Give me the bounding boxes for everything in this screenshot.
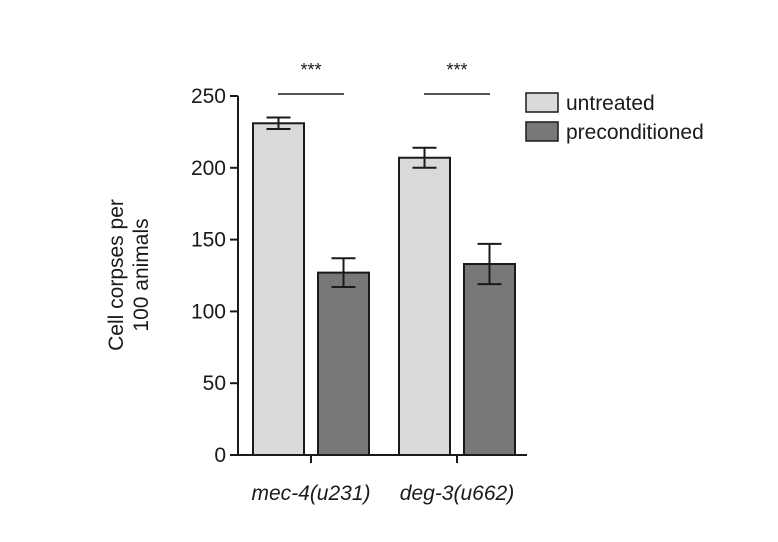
y-axis-label-line-2: 100 animals	[130, 218, 153, 331]
bar	[463, 263, 516, 456]
legend-label: preconditioned	[566, 121, 704, 144]
y-tick-label: 100	[191, 300, 226, 323]
y-axis-label-line-1: Cell corpses per	[105, 199, 128, 351]
legend-swatch	[525, 92, 559, 113]
y-tick-label: 200	[191, 157, 226, 180]
bar	[398, 156, 451, 457]
significance-label: ***	[300, 60, 321, 80]
bar	[317, 271, 370, 456]
x-category-label: mec-4(u231)	[251, 482, 370, 505]
bar	[252, 122, 305, 456]
x-category-label: deg-3(u662)	[400, 482, 514, 505]
y-tick-label: 250	[191, 85, 226, 108]
y-tick-label: 150	[191, 229, 226, 252]
legend-swatch	[525, 121, 559, 142]
legend-label: untreated	[566, 92, 655, 115]
y-tick-label: 50	[203, 372, 226, 395]
y-tick-label: 0	[214, 444, 226, 467]
significance-label: ***	[446, 60, 467, 80]
